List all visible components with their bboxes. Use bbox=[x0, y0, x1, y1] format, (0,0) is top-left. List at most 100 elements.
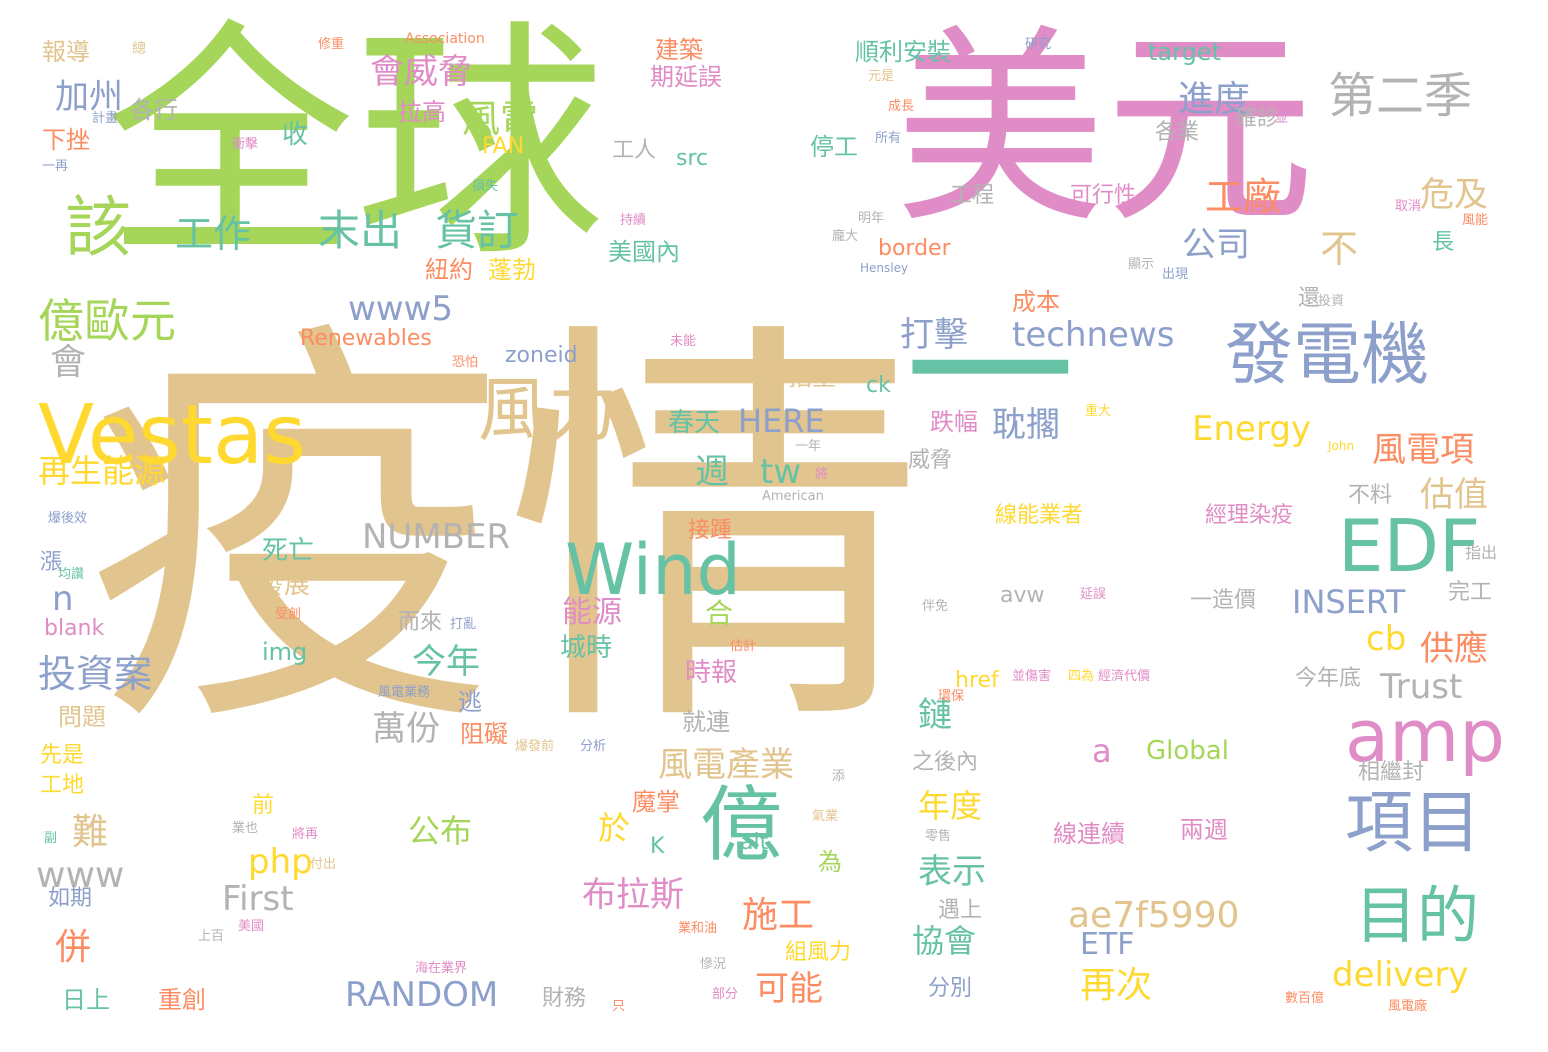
cloud-word: target bbox=[1148, 38, 1221, 66]
cloud-word: 一再 bbox=[42, 159, 69, 174]
cloud-word: Global bbox=[1146, 736, 1229, 766]
cloud-word: 恐怕 bbox=[452, 355, 479, 370]
cloud-word: HERE bbox=[738, 402, 825, 440]
cloud-word: 各業 bbox=[1155, 120, 1200, 145]
cloud-word: 先是 bbox=[40, 743, 85, 768]
cloud-word: 進度 bbox=[1178, 79, 1251, 120]
cloud-word: n bbox=[52, 579, 74, 619]
cloud-word: alt bbox=[740, 830, 769, 855]
cloud-word: 拉高 bbox=[398, 98, 446, 126]
cloud-word: Renewables bbox=[300, 326, 432, 351]
cloud-word: www bbox=[36, 855, 125, 896]
cloud-word: 龐大 bbox=[832, 229, 859, 244]
cloud-word: 總 bbox=[132, 41, 146, 57]
cloud-word: 不 bbox=[1320, 227, 1359, 271]
cloud-word: 元是 bbox=[868, 69, 895, 84]
cloud-word: 並傷害 bbox=[1012, 669, 1052, 684]
cloud-word: 慘況 bbox=[700, 957, 727, 972]
cloud-word: 今年底 bbox=[1295, 666, 1362, 691]
cloud-word: 長 bbox=[1432, 230, 1455, 255]
cloud-word: 風電業務 bbox=[378, 685, 431, 700]
cloud-word: 一年 bbox=[795, 439, 822, 454]
cloud-word: 將再 bbox=[292, 827, 319, 842]
cloud-word: 之後內 bbox=[912, 750, 979, 775]
cloud-word: 億 bbox=[700, 778, 783, 873]
cloud-word: Energy bbox=[1192, 409, 1312, 449]
cloud-word: 四為 bbox=[1068, 669, 1095, 684]
cloud-word: 死亡 bbox=[262, 536, 315, 566]
cloud-word: 期延誤 bbox=[650, 63, 722, 91]
cloud-word: 萬份 bbox=[372, 709, 440, 749]
cloud-word: img bbox=[262, 638, 308, 666]
cloud-word: 就連 bbox=[682, 708, 730, 736]
cloud-word: American bbox=[762, 489, 824, 504]
cloud-word: 日上 bbox=[62, 986, 110, 1014]
cloud-word: 可行性 bbox=[1070, 183, 1137, 208]
cloud-word: 氣業 bbox=[812, 809, 839, 824]
cloud-word: 研究 bbox=[1025, 37, 1052, 52]
cloud-word: a bbox=[1092, 732, 1112, 770]
cloud-word: 並 bbox=[1275, 111, 1289, 126]
cloud-word: 如期 bbox=[48, 886, 93, 911]
cloud-word: 魔掌 bbox=[632, 788, 680, 816]
cloud-word: 工廠 bbox=[1205, 175, 1282, 219]
cloud-word: Wind bbox=[565, 529, 741, 611]
cloud-word: border bbox=[878, 236, 951, 261]
cloud-word: 上百 bbox=[198, 929, 225, 944]
cloud-word: delivery bbox=[1332, 955, 1469, 995]
cloud-word: 顯示 bbox=[1128, 257, 1155, 272]
cloud-word: 於 bbox=[598, 809, 631, 847]
cloud-word: 蓬勃 bbox=[488, 256, 536, 284]
cloud-word: 遇上 bbox=[938, 898, 983, 923]
cloud-word: 布拉斯 bbox=[582, 875, 684, 915]
cloud-word: 取消 bbox=[1395, 199, 1422, 214]
cloud-word: 該 bbox=[65, 189, 131, 266]
cloud-word: Vestas bbox=[38, 388, 307, 483]
cloud-word: 會威脅 bbox=[370, 52, 472, 92]
cloud-word: 第二季 bbox=[1328, 68, 1473, 124]
cloud-word: 副 bbox=[44, 831, 58, 846]
cloud-word: 能源 bbox=[562, 595, 622, 630]
cloud-word: 經理染疫 bbox=[1205, 503, 1294, 528]
cloud-word: 均讚 bbox=[58, 567, 85, 582]
cloud-word: 計畫 bbox=[92, 111, 119, 126]
cloud-word: 全球 bbox=[105, 0, 605, 290]
cloud-word: 難 bbox=[72, 812, 109, 853]
cloud-word: 協會 bbox=[912, 922, 977, 960]
cloud-word: 春天 bbox=[668, 408, 721, 438]
cloud-word: 指出 bbox=[1465, 543, 1498, 562]
cloud-word: 明年 bbox=[858, 211, 885, 226]
cloud-word: 各行 bbox=[130, 96, 178, 124]
cloud-word: 持續 bbox=[620, 213, 647, 228]
cloud-word: 今年 bbox=[412, 642, 480, 682]
cloud-word: RANDOM bbox=[345, 975, 499, 1015]
cloud-word: 業和油 bbox=[678, 921, 718, 936]
cloud-word: 項目 bbox=[1345, 784, 1482, 863]
cloud-word: 而來 bbox=[398, 610, 443, 635]
cloud-word: 一 bbox=[905, 276, 1076, 474]
cloud-word: 未能 bbox=[670, 334, 697, 349]
cloud-word: 爆發前 bbox=[515, 739, 555, 754]
cloud-word: 億歐元 bbox=[38, 294, 176, 348]
cloud-word: 再生能源 bbox=[38, 452, 167, 490]
cloud-word: 威脅 bbox=[908, 448, 953, 473]
cloud-word: First bbox=[222, 879, 294, 919]
cloud-word: php bbox=[248, 842, 313, 882]
cloud-word: 美國內 bbox=[608, 238, 680, 266]
cloud-word: 發展 bbox=[258, 570, 311, 600]
cloud-word: 漲 bbox=[40, 550, 63, 575]
cloud-word: 問題 bbox=[58, 703, 106, 731]
cloud-word: 出現 bbox=[1162, 267, 1189, 282]
cloud-word: 發電機 bbox=[1225, 316, 1430, 395]
cloud-word: 鏈 bbox=[918, 695, 952, 735]
cloud-word: 工作 bbox=[175, 212, 252, 256]
cloud-word: 一造價 bbox=[1190, 588, 1257, 613]
cloud-word: cb bbox=[1366, 619, 1407, 659]
cloud-word: 城時 bbox=[560, 633, 613, 663]
cloud-word: zoneid bbox=[505, 343, 578, 368]
cloud-word: 施工 bbox=[742, 895, 815, 936]
cloud-word: 前 bbox=[252, 793, 275, 818]
cloud-word: FAN bbox=[482, 134, 525, 159]
cloud-word: 風電產業 bbox=[658, 745, 794, 785]
cloud-word: 公布 bbox=[408, 812, 473, 850]
